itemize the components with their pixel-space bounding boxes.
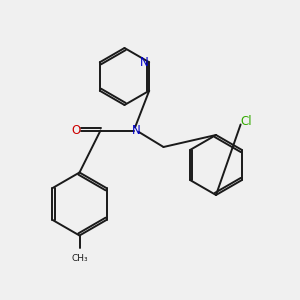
Text: CH₃: CH₃ xyxy=(71,254,88,263)
Text: O: O xyxy=(72,124,81,137)
Text: N: N xyxy=(140,56,149,69)
Text: N: N xyxy=(132,124,141,137)
Text: Cl: Cl xyxy=(241,115,252,128)
